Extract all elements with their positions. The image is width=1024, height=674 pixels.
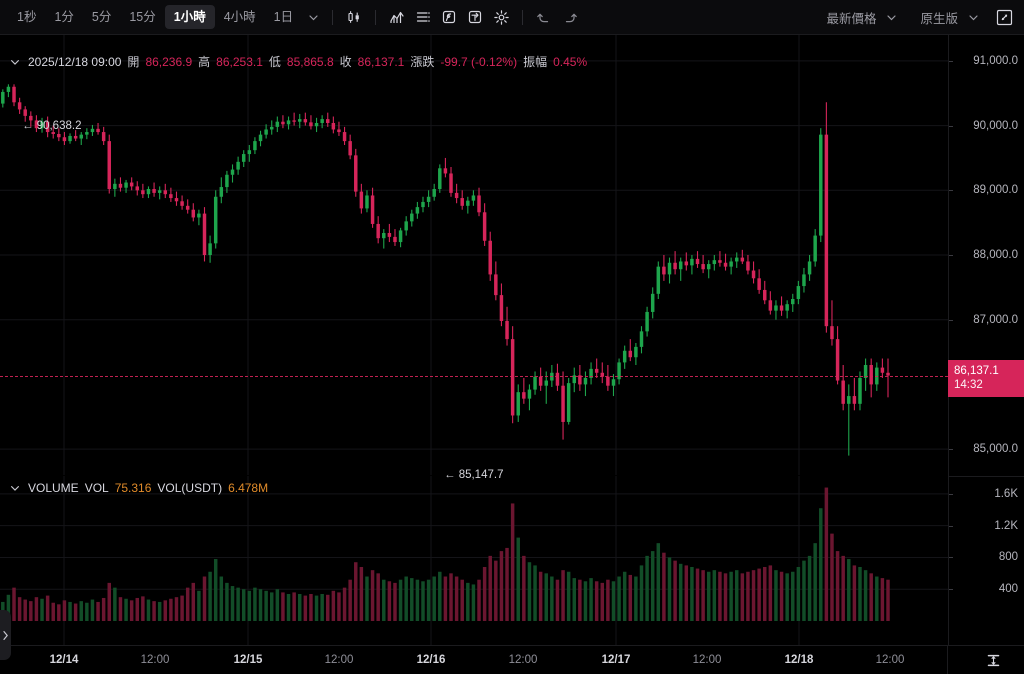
amplitude-value: 0.45% bbox=[553, 55, 588, 69]
price-axis-tick bbox=[949, 255, 953, 256]
current-price-value: 86,137.1 bbox=[954, 364, 999, 377]
version-chevron-down-icon[interactable] bbox=[964, 8, 982, 26]
timeframe-4h[interactable]: 4小時 bbox=[223, 10, 256, 24]
vol-usdt-value: 6.478M bbox=[228, 481, 269, 495]
volume-legend-chevron-down-icon[interactable] bbox=[8, 481, 22, 495]
price-axis-label: 90,000.0 bbox=[973, 119, 1018, 132]
time-axis-label: 12/17 bbox=[601, 654, 631, 666]
price-axis-label: 91,000.0 bbox=[973, 54, 1018, 67]
alert-icon[interactable] bbox=[462, 4, 488, 30]
price-legend: 2025/12/18 09:00 開 86,236.9 高 86,253.1 低… bbox=[8, 55, 587, 69]
timeframe-more-chevron-down-icon[interactable] bbox=[304, 8, 322, 26]
price-legend-datetime: 2025/12/18 09:00 bbox=[28, 55, 122, 69]
undo-icon[interactable] bbox=[531, 4, 557, 30]
price-axis-label: 85,000.0 bbox=[973, 443, 1018, 456]
high-value: 86,253.1 bbox=[216, 55, 263, 69]
price-legend-chevron-down-icon[interactable] bbox=[8, 55, 22, 69]
time-axis-settings-icon[interactable] bbox=[984, 651, 1002, 669]
change-key: 漲跌 bbox=[410, 55, 435, 69]
change-value: -99.7 (-0.12%) bbox=[440, 55, 518, 69]
vol-usdt-key: VOL(USDT) bbox=[157, 481, 223, 495]
price-axis-tick bbox=[949, 190, 953, 192]
timeframe-1s[interactable]: 1秒 bbox=[17, 10, 37, 24]
timeframe-group: 1秒 1分 5分 15分 1小時 4小時 1日 bbox=[8, 5, 302, 29]
price-axis-label: 88,000.0 bbox=[973, 249, 1018, 261]
toolbar-divider-1 bbox=[332, 9, 334, 25]
price-source-chevron-down-icon[interactable] bbox=[882, 8, 900, 26]
close-value: 86,137.1 bbox=[357, 55, 405, 69]
drawing-tools-icon[interactable] bbox=[436, 4, 462, 30]
timeframe-1h[interactable]: 1小時 bbox=[164, 5, 215, 29]
low-annotation: ← 85,147.7 bbox=[444, 469, 504, 481]
price-pane[interactable] bbox=[0, 35, 948, 475]
low-key: 低 bbox=[268, 55, 281, 69]
left-panel-expand-handle[interactable] bbox=[0, 610, 11, 660]
time-axis-label: 12/15 bbox=[233, 654, 263, 666]
volume-axis-label: 1.2K bbox=[994, 519, 1018, 532]
last-price-line bbox=[0, 375, 948, 377]
time-axis-label: 12:00 bbox=[875, 654, 905, 666]
time-axis-label: 12:00 bbox=[508, 654, 538, 666]
high-key: 高 bbox=[198, 55, 211, 69]
price-axis-tick bbox=[949, 125, 953, 127]
volume-axis-tick bbox=[949, 525, 953, 527]
volume-pane[interactable] bbox=[0, 476, 948, 645]
volume-title: VOLUME bbox=[28, 481, 79, 495]
volume-axis-tick bbox=[949, 589, 953, 591]
toolbar-divider-2 bbox=[375, 9, 377, 25]
price-axis-tick bbox=[949, 449, 953, 451]
pane-separator bbox=[949, 476, 1024, 477]
time-axis-label: 12:00 bbox=[692, 654, 722, 666]
price-axis-label: 89,000.0 bbox=[973, 184, 1018, 197]
current-price-badge[interactable]: 86,137.1 14:32 bbox=[948, 359, 1024, 397]
redo-icon[interactable] bbox=[557, 4, 583, 30]
timeframe-5m[interactable]: 5分 bbox=[91, 10, 112, 24]
time-axis-label: 12/18 bbox=[784, 654, 814, 666]
toolbar-left-group: 1秒 1分 5分 15分 1小時 4小時 1日 bbox=[0, 4, 583, 30]
fullscreen-icon[interactable] bbox=[994, 7, 1014, 27]
volume-series bbox=[0, 476, 948, 645]
chevron-right-icon bbox=[3, 630, 8, 640]
time-axis[interactable]: 12/14 12:00 12/15 12:00 12/16 12:00 12/17 12:00… bbox=[0, 645, 1024, 674]
chart-container[interactable]: 2025/12/18 09:00 開 86,236.9 高 86,253.1 低… bbox=[0, 35, 1024, 674]
time-axis-label: 12/14 bbox=[49, 654, 79, 666]
settings-gear-icon[interactable] bbox=[488, 4, 514, 30]
volume-axis-label: 1.6K bbox=[994, 487, 1018, 500]
indicators-icon[interactable] bbox=[384, 4, 410, 30]
toolbar-divider-3 bbox=[522, 9, 524, 25]
vol-key: VOL bbox=[84, 481, 109, 495]
volume-axis-label: 800 bbox=[998, 551, 1018, 564]
open-key: 開 bbox=[127, 55, 140, 69]
volume-legend: VOLUME VOL 75.316 VOL(USDT) 6.478M bbox=[8, 481, 268, 495]
price-axis-tick bbox=[949, 60, 953, 62]
amplitude-key: 振幅 bbox=[523, 55, 548, 69]
volume-axis-tick bbox=[949, 557, 953, 559]
price-axis-tick bbox=[949, 319, 953, 321]
candlestick-series bbox=[0, 35, 948, 475]
timeframe-1d[interactable]: 1日 bbox=[273, 10, 294, 24]
time-axis-divider bbox=[947, 646, 948, 674]
low-value: 85,865.8 bbox=[286, 55, 334, 69]
toolbar-right-group: 最新價格 原生版 bbox=[820, 4, 1024, 31]
chart-toolbar: 1秒 1分 5分 15分 1小時 4小時 1日 bbox=[0, 0, 1024, 35]
open-value: 86,236.9 bbox=[145, 55, 193, 69]
close-key: 收 bbox=[339, 55, 352, 69]
list-lines-icon[interactable] bbox=[410, 4, 436, 30]
high-annotation: ← 90,638.2 bbox=[22, 120, 82, 132]
time-axis-label: 12/16 bbox=[416, 654, 446, 666]
vol-value: 75.316 bbox=[114, 481, 152, 495]
price-axis[interactable]: 91,000.0 90,000.0 89,000.0 88,000.0 87,000.0… bbox=[948, 35, 1024, 645]
timeframe-1m[interactable]: 1分 bbox=[54, 10, 74, 24]
price-axis-label: 87,000.0 bbox=[973, 313, 1018, 326]
version-label[interactable]: 原生版 bbox=[920, 11, 958, 26]
time-axis-label: 12:00 bbox=[140, 654, 170, 666]
volume-axis-label: 400 bbox=[998, 583, 1018, 596]
time-axis-label: 12:00 bbox=[324, 654, 354, 666]
current-time-value: 14:32 bbox=[954, 378, 983, 391]
timeframe-15m[interactable]: 15分 bbox=[129, 10, 156, 24]
candlestick-chart-type-icon[interactable] bbox=[341, 4, 367, 30]
price-source-label[interactable]: 最新價格 bbox=[826, 11, 877, 26]
volume-axis-tick bbox=[949, 493, 953, 495]
